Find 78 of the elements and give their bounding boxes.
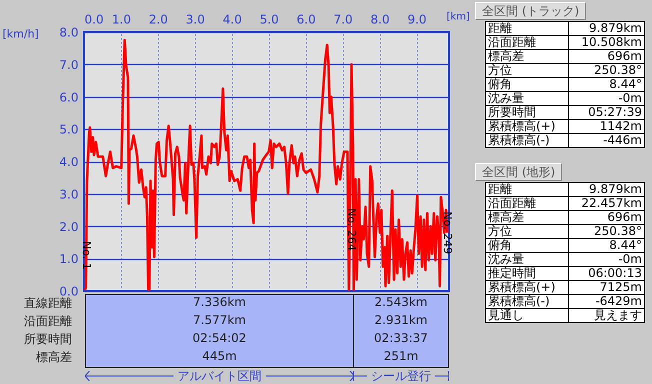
x-tick-label: 8.0: [370, 12, 390, 26]
x-tick-label: 0.0: [84, 12, 104, 26]
category-label: 沿面距離: [23, 313, 72, 330]
category-label: 累積標高(+): [486, 280, 569, 294]
category-label: 直線距離: [23, 296, 72, 312]
text: 05:27:39: [588, 105, 642, 119]
x-tick-label: 5.0: [260, 12, 279, 26]
text: -446m: [603, 133, 642, 147]
text: 250.38°: [594, 224, 642, 238]
text: 9.879km: [589, 182, 642, 196]
text: -0m: [618, 252, 642, 266]
category-label: 距離: [486, 21, 569, 36]
y-tick-label: 6.0: [59, 90, 78, 104]
y-axis-title: [km/h]: [2, 28, 39, 40]
x-tick-label: 1.0: [112, 12, 131, 26]
x-tick-label: 7.0: [334, 12, 353, 26]
category-label: 推定時間: [486, 266, 569, 280]
category-label: 所要時間: [23, 331, 72, 348]
category-label: 所要時間: [486, 105, 569, 120]
y-tick-label: 7.0: [59, 58, 78, 72]
text: 06:00:13: [588, 266, 642, 280]
category-label: 累積標高(-): [486, 133, 569, 148]
x-tick-label: 4.0: [222, 12, 242, 26]
text: 22.457km: [581, 196, 642, 210]
text: 7.577km: [193, 313, 246, 327]
text: -6429m: [595, 294, 642, 308]
text: 251m: [384, 349, 418, 363]
x-tick-label: 2.0: [148, 12, 168, 26]
y-tick-label: 2.0: [59, 220, 78, 234]
text: 696m: [607, 49, 642, 63]
y-tick-label: 8.0: [59, 26, 78, 40]
text: 2.931km: [374, 313, 428, 327]
category-label: 標高差: [486, 49, 569, 64]
text: 445m: [202, 349, 237, 363]
text: 696m: [607, 210, 642, 224]
category-label: 沈み量: [486, 252, 569, 266]
text: 1142m: [600, 119, 642, 133]
text: アルバイト区間: [176, 368, 262, 384]
category-label: 標高差: [486, 210, 569, 224]
x-tick-label: 9.0: [407, 12, 427, 26]
category-label: 沿面距離: [486, 196, 569, 210]
category-label: 方位: [486, 63, 569, 78]
y-tick-label: 5.0: [59, 122, 78, 137]
text: -0m: [618, 91, 642, 105]
category-label: 俯角: [486, 238, 569, 252]
text: 見えます: [594, 308, 642, 322]
category-label: 標高差: [35, 349, 72, 366]
category-label: 距離: [486, 182, 569, 196]
text: シール登行: [370, 368, 432, 384]
y-tick-label: 4.0: [59, 155, 78, 169]
text: 8.44°: [609, 238, 642, 252]
x-tick-label: 6.0: [296, 12, 316, 26]
category-label: 沿面距離: [486, 35, 569, 50]
category-label: 見通し: [486, 308, 569, 322]
category-label: 累積標高(-): [486, 294, 569, 308]
text: 7125m: [600, 280, 642, 294]
category-label: 累積標高(+): [486, 119, 569, 134]
text: 9.879km: [589, 21, 642, 35]
text: 8.44°: [609, 77, 642, 91]
text: 250.38°: [594, 63, 642, 77]
y-tick-label: 3.0: [59, 187, 78, 202]
text: 2.543km: [374, 295, 428, 309]
annotation: No. 249: [441, 211, 454, 254]
text: 02:54:02: [192, 331, 246, 345]
text: 10.508km: [581, 35, 642, 49]
text: 全区間 (トラック): [475, 2, 586, 20]
x-tick-label: 3.0: [186, 12, 205, 26]
text: 全区間 (地形): [475, 163, 562, 181]
y-tick-label: 1.0: [59, 252, 78, 266]
annotation: No. 264: [344, 208, 358, 251]
category-label: 沈み量: [486, 91, 569, 106]
annotation: No. 1: [80, 241, 93, 270]
category-label: 方位: [486, 224, 569, 238]
category-label: 俯角: [486, 77, 569, 92]
y-tick-label: 0.0: [59, 284, 78, 298]
text: 02:33:37: [374, 331, 428, 345]
x-axis-title: [km]: [446, 12, 470, 22]
text: 7.336km: [193, 295, 246, 309]
